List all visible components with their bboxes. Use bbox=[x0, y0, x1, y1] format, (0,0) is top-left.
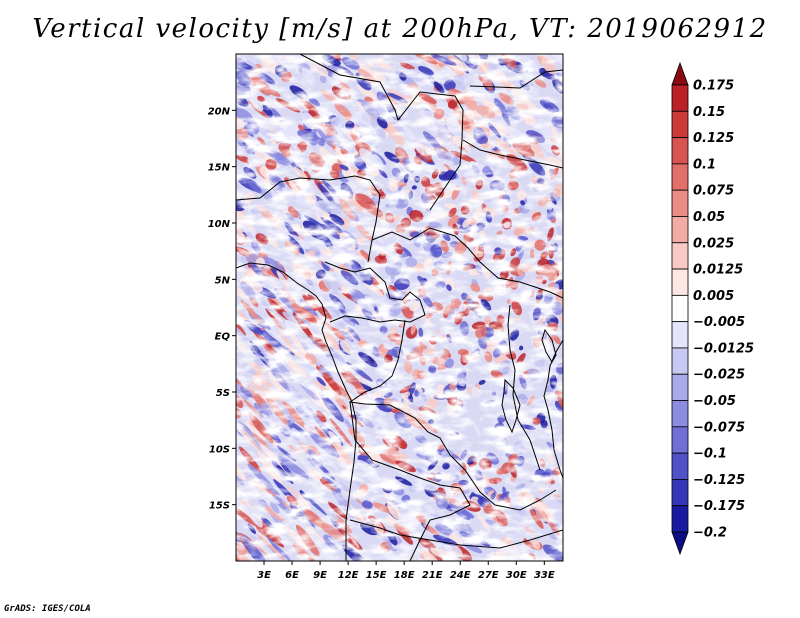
colorbar-segment bbox=[671, 452, 689, 480]
border-angola-zambia bbox=[349, 401, 471, 561]
lat-label: 15S bbox=[209, 501, 230, 512]
colorbar-segment bbox=[671, 242, 689, 270]
lon-label: 9E bbox=[313, 570, 327, 581]
colorbar-segment bbox=[671, 321, 689, 349]
colorbar-label: −0.075 bbox=[693, 420, 745, 435]
velocity-field bbox=[236, 54, 563, 561]
field-texture-overlay bbox=[236, 54, 563, 561]
colorbar-label: 0.075 bbox=[693, 184, 734, 199]
colorbar-label: −0.2 bbox=[693, 526, 727, 541]
colorbar-label: 0.025 bbox=[693, 236, 734, 251]
colorbar-label: −0.125 bbox=[693, 473, 745, 488]
lon-label: 30E bbox=[506, 570, 527, 581]
colorbar-segment bbox=[671, 294, 689, 323]
lon-label: 21E bbox=[422, 570, 443, 581]
colorbar-segment bbox=[671, 426, 689, 454]
border-chad-car bbox=[371, 227, 563, 299]
lon-label: 3E bbox=[257, 570, 271, 581]
border-nigeria-niger bbox=[236, 175, 381, 263]
lat-label: 10S bbox=[209, 444, 230, 455]
colorbar-top-arrow bbox=[671, 61, 689, 86]
colorbar-segment bbox=[671, 216, 689, 244]
colorbar-label: 0.175 bbox=[693, 79, 734, 94]
coastline-east-africa bbox=[543, 339, 563, 479]
colorbar-label: −0.1 bbox=[693, 447, 727, 462]
lat-label: 5N bbox=[215, 275, 231, 286]
colorbar-segment bbox=[671, 84, 689, 112]
border-lake-victoria bbox=[501, 378, 521, 434]
lat-label: 5S bbox=[216, 388, 230, 399]
lon-label: 15E bbox=[366, 570, 387, 581]
lat-label: 15N bbox=[208, 163, 231, 174]
colorbar-label: −0.025 bbox=[693, 368, 745, 383]
colorbar-label: −0.005 bbox=[693, 315, 745, 330]
border-sahara-north bbox=[299, 54, 464, 211]
colorbar-label: 0.05 bbox=[693, 210, 725, 225]
lon-label: 12E bbox=[338, 570, 359, 581]
lon-label: 6E bbox=[285, 570, 299, 581]
lon-label: 24E bbox=[450, 570, 471, 581]
colorbar-label: 0.125 bbox=[693, 131, 734, 146]
colorbar-segment bbox=[671, 163, 689, 191]
colorbar-segment bbox=[671, 137, 689, 165]
colorbar-label: −0.0125 bbox=[693, 341, 754, 356]
colorbar-label: 0.0125 bbox=[693, 263, 743, 278]
colorbar-label: 0.005 bbox=[693, 289, 734, 304]
colorbar-segment bbox=[671, 268, 689, 296]
border-cameroon bbox=[324, 261, 426, 323]
colorbar-segment bbox=[671, 505, 689, 533]
longitude-axis: 3E 6E 9E 12E 15E 18E 21E 24E 27E 30E 33E bbox=[257, 561, 555, 581]
colorbar-segment bbox=[671, 479, 689, 507]
lon-label: 27E bbox=[478, 570, 499, 581]
border-lake-tanganyika bbox=[541, 328, 557, 363]
grads-credit: GrADS: IGES/COLA bbox=[4, 604, 91, 614]
colorbar: 0.175 0.15 0.125 0.1 0.075 0.05 0.025 0.0125 0.0… bbox=[671, 61, 754, 556]
map-frame bbox=[235, 53, 564, 562]
coastline-west-africa bbox=[236, 262, 357, 561]
colorbar-bottom-arrow bbox=[671, 531, 689, 556]
border-red-sea-coast bbox=[469, 69, 563, 89]
colorbar-label: 0.15 bbox=[693, 105, 725, 120]
colorbar-segment bbox=[671, 189, 689, 217]
colorbar-label: −0.05 bbox=[693, 394, 736, 409]
colorbar-label: 0.1 bbox=[693, 157, 716, 172]
lat-label: 20N bbox=[208, 106, 231, 117]
colorbar-label: −0.175 bbox=[693, 499, 745, 514]
coastlines-and-borders bbox=[236, 54, 563, 561]
lat-label: 10N bbox=[208, 219, 231, 230]
border-sudan-south bbox=[462, 139, 563, 169]
colorbar-segment bbox=[671, 110, 689, 138]
latitude-axis: 20N 15N 10N 5N EQ 5S 10S 15S bbox=[208, 106, 236, 512]
border-southern bbox=[349, 519, 563, 549]
colorbar-segment bbox=[671, 347, 689, 375]
map-title: Vertical velocity [m/s] at 200hPa, VT: 2… bbox=[32, 14, 768, 44]
lon-label: 33E bbox=[534, 570, 555, 581]
lon-label: 18E bbox=[394, 570, 415, 581]
lat-label: EQ bbox=[215, 332, 231, 343]
colorbar-segment bbox=[671, 373, 689, 401]
border-great-lakes bbox=[507, 304, 541, 471]
colorbar-segment bbox=[671, 400, 689, 428]
border-congo-drc bbox=[348, 319, 557, 511]
